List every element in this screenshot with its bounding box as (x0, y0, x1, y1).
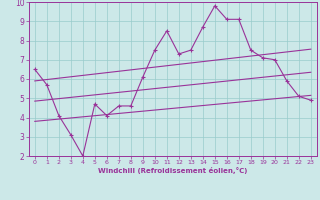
X-axis label: Windchill (Refroidissement éolien,°C): Windchill (Refroidissement éolien,°C) (98, 167, 247, 174)
